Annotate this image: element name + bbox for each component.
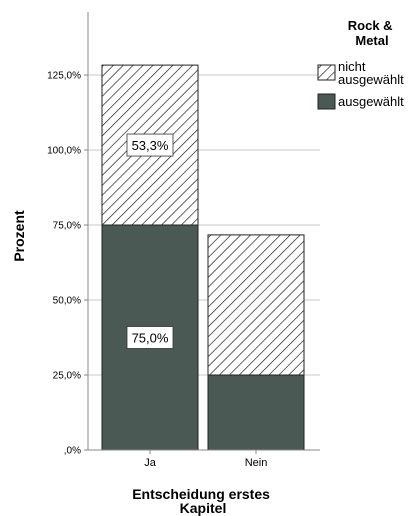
legend-title: Rock & Metal [348,18,396,48]
legend-swatch-solid [317,93,336,110]
y-tick-label: 75,0% [53,221,81,232]
y-tick-label: 50,0% [53,296,81,307]
y-tick-label: 25,0% [53,371,81,382]
data-label-box [126,133,174,157]
data-label-box [126,326,174,349]
bar-nein-ausgewaehlt [207,374,305,451]
data-label: 75,0% [132,331,169,346]
x-tick-label: Nein [245,457,268,469]
x-axis-title-line1: Entscheidung erstes [132,486,270,502]
data-label: 53,3% [132,138,169,153]
legend: Rock & Metal nicht ausgewählt ausgewählt [317,18,404,110]
y-axis-title: Prozent [11,210,27,262]
bar-nein-nicht-ausgewaehlt [207,234,305,376]
x-axis-title: Entscheidung erstes Kapitel [132,486,274,516]
legend-label-ausgewaehlt: ausgewählt [338,94,404,109]
x-tick-label: Ja [144,457,157,469]
legend-swatch-hatch [317,64,336,81]
y-tick-label: 125,0% [47,71,81,82]
legend-label-nicht-ausgewaehlt: nicht ausgewählt [338,59,404,87]
y-tick-label: 100,0% [47,146,81,157]
y-tick-label: ,0% [64,446,81,457]
x-axis-title-line2: Kapitel [180,500,227,516]
